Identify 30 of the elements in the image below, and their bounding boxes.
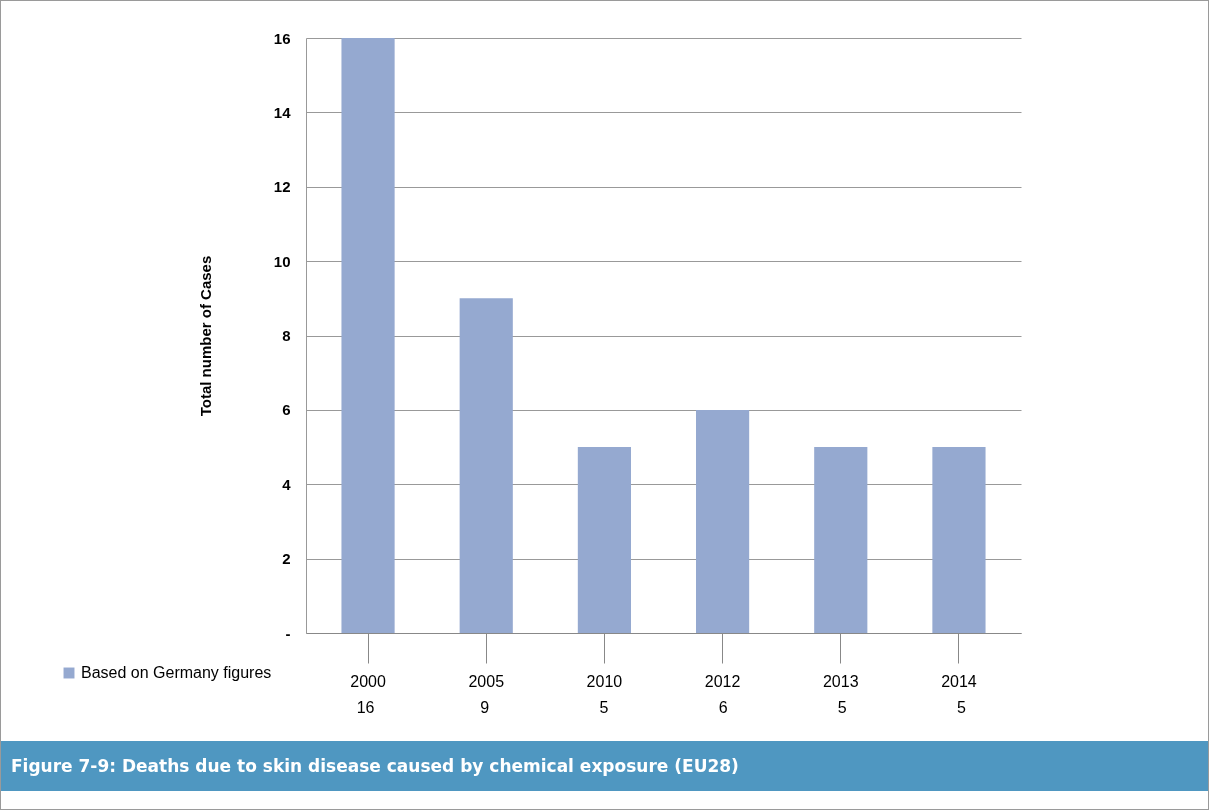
bar [459,298,513,633]
text: Figure 7-9: Deaths due to skin disease caused by chemical exposure (EU28) [1,741,1208,791]
data-label: 5 [837,699,847,716]
y-tick-label: 8 [282,327,291,344]
bar [577,447,631,633]
data-label: 9 [480,699,490,716]
data-label: 5 [599,699,609,716]
bar [814,447,868,633]
y-axis-title: Total number of Cases [196,255,214,417]
data-label: 6 [718,699,728,716]
x-tick-label: 2010 [586,672,623,690]
bar [932,447,986,633]
y-tick-label: 16 [273,29,291,47]
legend-label: Based on Germany figures [81,664,272,681]
y-tick-label: 2 [282,550,291,568]
bar [696,409,750,633]
x-tick-label: 2014 [941,672,977,690]
y-tick-label: 14 [273,103,292,121]
x-tick-label: 2012 [704,672,741,690]
y-tick-label: - [285,624,291,642]
x-tick-label: 2000 [350,672,386,690]
x-tick-label: 2005 [468,672,505,690]
y-tick-label: 6 [282,401,291,419]
data-label: 16 [356,699,375,716]
y-tick-label: 12 [273,178,291,196]
y-tick-label: 10 [273,252,291,270]
y-tick-label: 4 [282,475,292,493]
data-label: 5 [956,699,966,716]
x-tick-label: 2013 [822,672,859,690]
bar [341,38,395,633]
